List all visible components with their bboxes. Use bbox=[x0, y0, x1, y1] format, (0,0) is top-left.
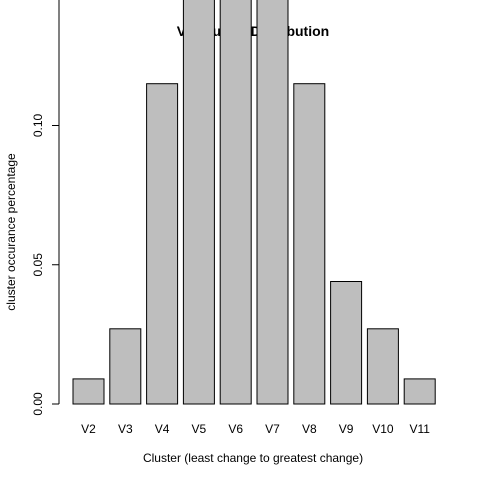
y-axis: 0.000.050.100.150.20 bbox=[31, 0, 60, 416]
x-tick-label-v4: V4 bbox=[155, 422, 170, 436]
x-tick-label-v3: V3 bbox=[118, 422, 133, 436]
bar-v9 bbox=[330, 281, 363, 405]
bar-v3 bbox=[109, 328, 142, 405]
bar-v4 bbox=[146, 83, 179, 405]
bar-v2 bbox=[72, 378, 105, 405]
y-tick-label: 0.10 bbox=[31, 113, 45, 137]
y-axis-label: cluster occurance percentage bbox=[4, 153, 18, 311]
x-tick-label-v2: V2 bbox=[81, 422, 96, 436]
x-tick-label-v8: V8 bbox=[302, 422, 317, 436]
bars-group bbox=[72, 0, 436, 405]
bar-v11 bbox=[403, 378, 436, 405]
y-tick-label: 0.00 bbox=[31, 392, 45, 416]
bar-v6 bbox=[219, 0, 252, 405]
x-axis-label: Cluster (least change to greatest change… bbox=[143, 451, 363, 465]
x-tick-label-v10: V10 bbox=[372, 422, 394, 436]
y-tick-label: 0.05 bbox=[31, 253, 45, 277]
x-tick-labels: V2 V3 V4 V5 V6 V7 V8 V9 V10 V11 bbox=[81, 422, 430, 436]
bar-v8 bbox=[293, 83, 326, 405]
bar-v10 bbox=[366, 328, 399, 405]
x-tick-label-v5: V5 bbox=[192, 422, 207, 436]
bar-v5 bbox=[182, 0, 215, 405]
bar-v7 bbox=[256, 0, 289, 405]
x-tick-label-v9: V9 bbox=[339, 422, 354, 436]
x-tick-label-v11: V11 bbox=[409, 422, 430, 436]
x-tick-label-v6: V6 bbox=[228, 422, 243, 436]
x-tick-label-v7: V7 bbox=[265, 422, 280, 436]
